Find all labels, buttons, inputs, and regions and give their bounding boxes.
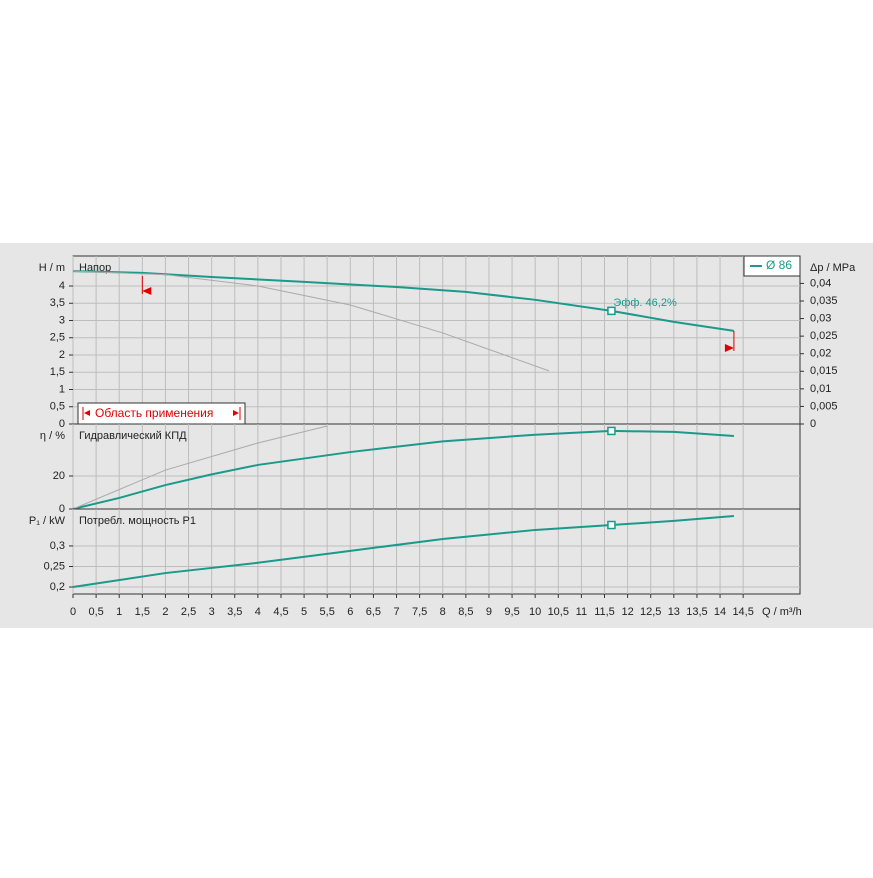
y-tick-label: 0 — [59, 418, 65, 430]
x-tick-label: 2 — [162, 606, 168, 618]
x-tick-label: 3 — [209, 606, 215, 618]
x-tick-label: 1,5 — [135, 606, 150, 618]
x-tick-label: 13 — [668, 606, 680, 618]
x-tick-label: 10,5 — [548, 606, 569, 618]
y2-tick-label: 0,01 — [810, 383, 831, 395]
range-box-arrow — [84, 410, 90, 416]
y-axis-label: η / % — [40, 430, 65, 442]
y-tick-label: 2,5 — [50, 332, 65, 344]
x-tick-label: 6,5 — [366, 606, 381, 618]
x-tick-label: 9,5 — [504, 606, 519, 618]
plot-area — [72, 508, 801, 595]
y-tick-label: 1 — [59, 383, 65, 395]
x-tick-label: 14,5 — [732, 606, 753, 618]
y-tick-label: 3,5 — [50, 297, 65, 309]
y2-tick-label: 0,025 — [810, 330, 838, 342]
x-tick-label: 2,5 — [181, 606, 196, 618]
line — [72, 429, 734, 510]
line — [72, 425, 328, 510]
x-tick-label: 11,5 — [594, 606, 615, 618]
y2-tick-label: 0,04 — [810, 277, 831, 289]
y-tick-label: 0,25 — [44, 560, 65, 572]
x-tick-label: 14 — [714, 606, 726, 618]
y2-tick-label: 0,035 — [810, 295, 838, 307]
x-tick-label: 5 — [301, 606, 307, 618]
y-tick-label: 0,2 — [50, 581, 65, 593]
y-axis-label: H / m — [39, 262, 65, 274]
y-axis-label: P₁ / kW — [29, 515, 66, 527]
legend — [743, 255, 801, 277]
x-tick-label: 4 — [255, 606, 261, 618]
x-tick-label: 7,5 — [412, 606, 427, 618]
operating-point — [607, 306, 616, 316]
y2-tick-label: 0,015 — [810, 365, 838, 377]
x-tick-label: 0,5 — [88, 606, 103, 618]
y-tick-label: 1,5 — [50, 366, 65, 378]
y-tick-label: 0,5 — [50, 401, 65, 413]
operating-point — [607, 520, 616, 530]
legend-label: Ø 86 — [766, 258, 792, 272]
x-tick-label: 12,5 — [640, 606, 661, 618]
y-tick-label: 0,3 — [50, 540, 65, 552]
x-tick-label: 10 — [529, 606, 541, 618]
annotation: Гидравлический КПД — [79, 430, 187, 442]
operating-point — [607, 426, 616, 436]
efficiency-label: Эфф. 46,2% — [613, 297, 677, 309]
x-tick-label: 13,5 — [686, 606, 707, 618]
range-box-arrow — [233, 410, 239, 416]
y-tick-label: 0 — [59, 503, 65, 515]
line — [72, 270, 550, 372]
x-tick-label: 9 — [486, 606, 492, 618]
y-tick-label: 3 — [59, 314, 65, 326]
x-axis-label: Q / m³/h — [762, 606, 802, 618]
x-tick-label: 1 — [116, 606, 122, 618]
x-tick-label: 11 — [576, 606, 587, 618]
x-tick-label: 4,5 — [273, 606, 288, 618]
annotation: Потребл. мощность P1 — [79, 515, 196, 527]
y2-tick-label: 0,03 — [810, 312, 831, 324]
y-tick-label: 4 — [59, 280, 65, 292]
x-tick-label: 0 — [70, 606, 76, 618]
x-tick-label: 6 — [347, 606, 353, 618]
y-tick-label: 20 — [53, 470, 65, 482]
y2-tick-label: 0,02 — [810, 348, 831, 360]
range-end-arrow — [724, 344, 734, 352]
line — [72, 514, 734, 589]
x-tick-label: 8,5 — [458, 606, 473, 618]
x-tick-label: 12 — [621, 606, 633, 618]
y2-tick-label: 0 — [810, 418, 816, 430]
line — [72, 270, 735, 332]
x-tick-label: 8 — [440, 606, 446, 618]
x-tick-label: 7 — [393, 606, 399, 618]
y2-tick-label: 0,005 — [810, 400, 838, 412]
x-tick-label: 5,5 — [320, 606, 335, 618]
plot-area — [72, 255, 801, 425]
y2-axis-label: Δp / MPa — [810, 262, 856, 274]
range-start-arrow — [142, 287, 152, 295]
range-label: Область применения — [95, 406, 213, 420]
x-tick-label: 3,5 — [227, 606, 242, 618]
y-tick-label: 2 — [59, 349, 65, 361]
